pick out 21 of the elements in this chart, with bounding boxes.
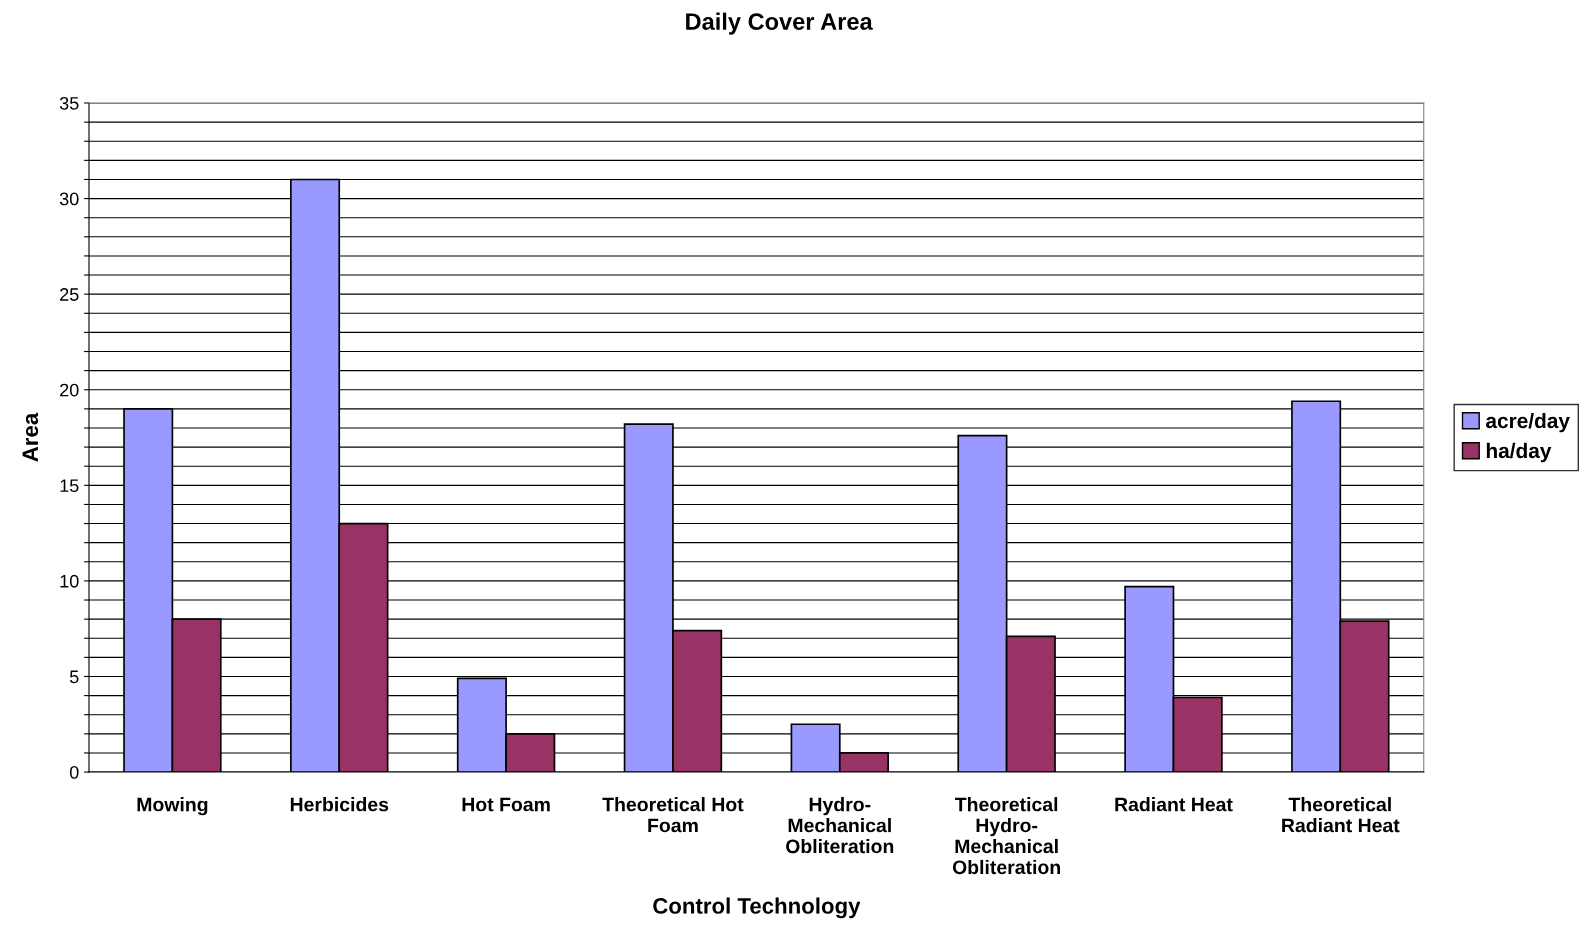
x-tick-label: Radiant Heat	[1115, 797, 1233, 812]
x-tick-label: Herbicides	[290, 797, 389, 812]
y-tick-label: 10	[60, 574, 79, 588]
y-tick-label: 5	[69, 670, 79, 684]
y-tick-label: 0	[69, 766, 79, 779]
x-tick-label: Mowing	[137, 797, 208, 816]
y-tick-label: 15	[60, 479, 79, 493]
x-tick-label: Hot Foam	[462, 797, 550, 812]
x-tick-label: Theoretical Radiant Heat	[1282, 797, 1400, 833]
y-tick-label: 20	[60, 383, 79, 397]
chart-title: Daily Cover Area	[686, 12, 873, 35]
y-axis-title: Area	[22, 412, 39, 462]
x-tick-label: Theoretical Hydro- Mechanical Obliteration	[952, 797, 1060, 875]
legend-label: acre/day	[1486, 412, 1570, 433]
legend-label: ha/day	[1486, 442, 1552, 463]
y-tick-label: 30	[59, 192, 79, 206]
x-axis-title: Control Technology	[653, 897, 861, 919]
x-tick-label: Theoretical Hot Foam	[602, 797, 744, 833]
y-tick-label: 25	[60, 288, 79, 301]
x-tick-label: Hydro- Mechanical Obliteration	[786, 797, 894, 854]
y-tick-label: 35	[59, 96, 79, 110]
